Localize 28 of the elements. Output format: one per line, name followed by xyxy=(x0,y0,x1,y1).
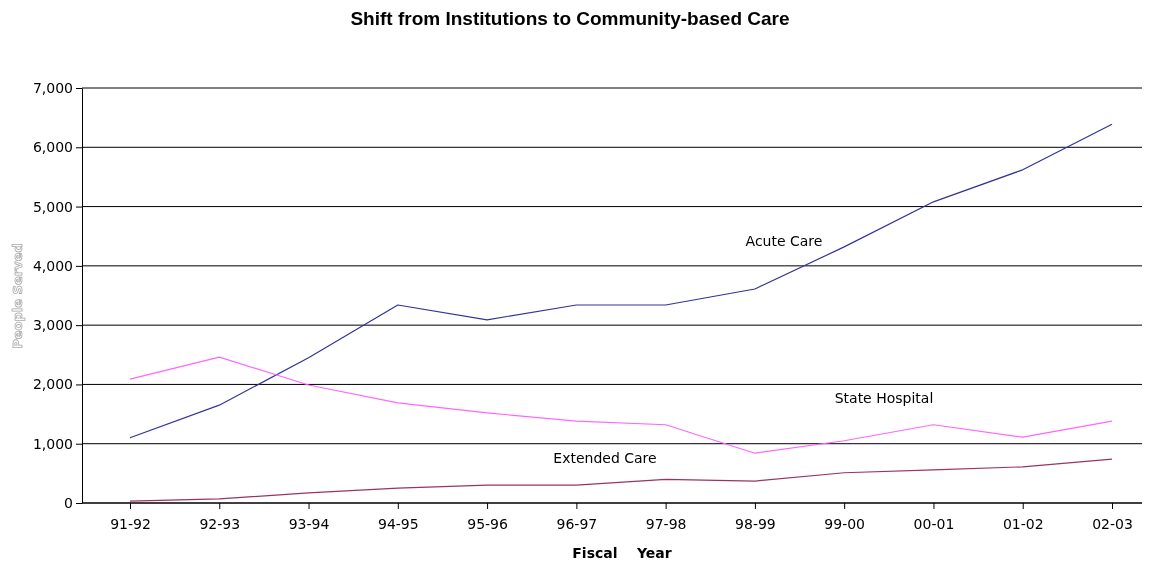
y-tick-label: 3,000 xyxy=(32,317,73,334)
y-tick-label: 2,000 xyxy=(32,376,73,393)
series-label: Extended Care xyxy=(553,450,657,466)
y-tick-label: 4,000 xyxy=(32,257,73,274)
x-tick-label: 96-97 xyxy=(556,515,598,532)
y-tick-label: 6,000 xyxy=(32,139,73,156)
x-tick-label: 00-01 xyxy=(913,515,955,532)
line-series xyxy=(129,123,1113,439)
x-tick-label: 93-94 xyxy=(288,515,330,532)
x-tick-label: 99-00 xyxy=(824,515,866,532)
x-tick-label: 94-95 xyxy=(377,515,419,532)
chart-title: Shift from Institutions to Community-based Care xyxy=(350,8,790,29)
x-axis-title: Fiscal Year xyxy=(572,545,672,561)
series-label: State Hospital xyxy=(834,390,934,406)
y-tick-label: 7,000 xyxy=(32,79,73,96)
x-tick-label: 95-96 xyxy=(467,515,509,532)
x-tick-label: 97-98 xyxy=(645,515,687,532)
x-tick-label: 02-03 xyxy=(1092,515,1133,532)
x-tick-label: 91-92 xyxy=(110,515,151,532)
x-tick-label: 98-99 xyxy=(735,515,776,532)
x-tick-label: 01-02 xyxy=(1002,515,1044,532)
line-series xyxy=(129,356,1113,454)
y-tick-label: 0 xyxy=(64,494,73,511)
x-tick-label: 92-93 xyxy=(199,515,241,532)
series-label: Acute Care xyxy=(745,233,823,249)
y-tick-label: 1,000 xyxy=(32,435,73,452)
y-axis-title: People Served xyxy=(10,243,25,349)
y-tick-label: 5,000 xyxy=(32,198,73,215)
